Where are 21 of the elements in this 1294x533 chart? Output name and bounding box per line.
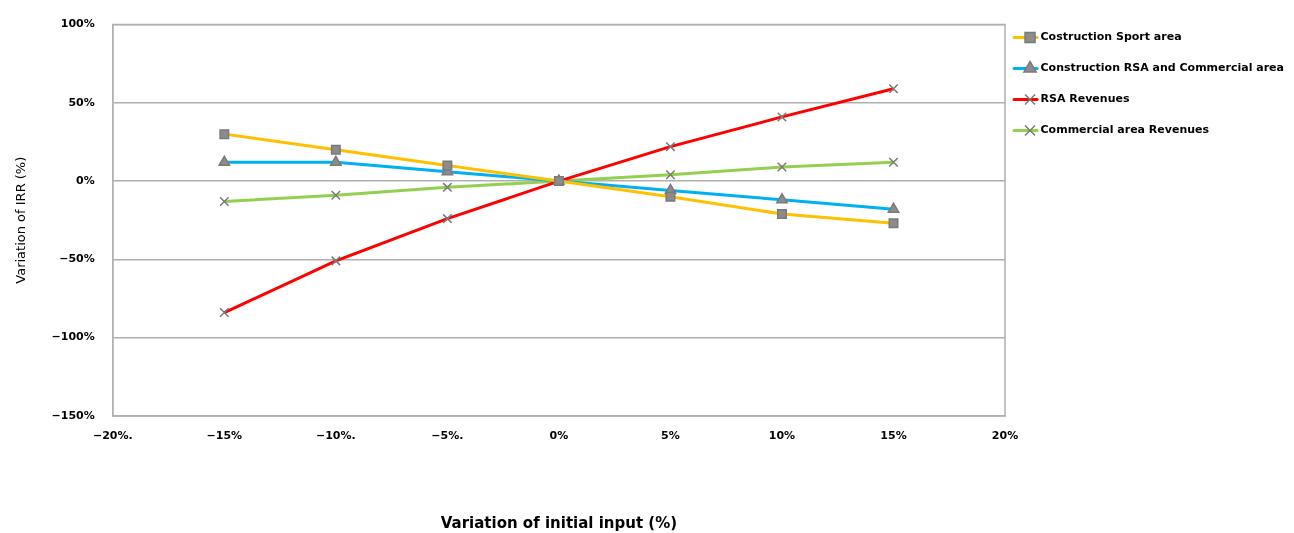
x-tick-label: −20%. (92, 429, 133, 443)
y-tick-label: −100% (51, 330, 95, 344)
x-tick-label: −15% (206, 429, 243, 443)
x-tick-label: 15% (880, 429, 907, 443)
y-axis-title: Variation of IRR (%) (13, 156, 29, 284)
legend-label: RSA Revenues (1040, 92, 1130, 106)
y-tick-label: 100% (60, 17, 95, 31)
x-tick-label: 20% (991, 429, 1019, 443)
legend-label: Commercial area Revenues (1040, 123, 1210, 137)
y-tick-label: −50% (59, 252, 95, 266)
x-tick-label: −10%. (315, 429, 356, 443)
x-tick-label: −5%. (431, 429, 464, 443)
y-tick-label: 50% (68, 95, 95, 109)
x-tick-label: 10% (768, 429, 796, 443)
x-axis-title: Variation of initial input (%) (440, 513, 678, 532)
x-tick-label: 5% (661, 429, 680, 443)
y-tick-label: 0% (76, 173, 95, 187)
y-tick-label: −150% (51, 408, 95, 422)
legend-label: Construction RSA and Commercial area (1040, 61, 1284, 75)
x-tick-label: 0% (549, 429, 569, 443)
legend-label: Costruction Sport area (1040, 30, 1182, 44)
